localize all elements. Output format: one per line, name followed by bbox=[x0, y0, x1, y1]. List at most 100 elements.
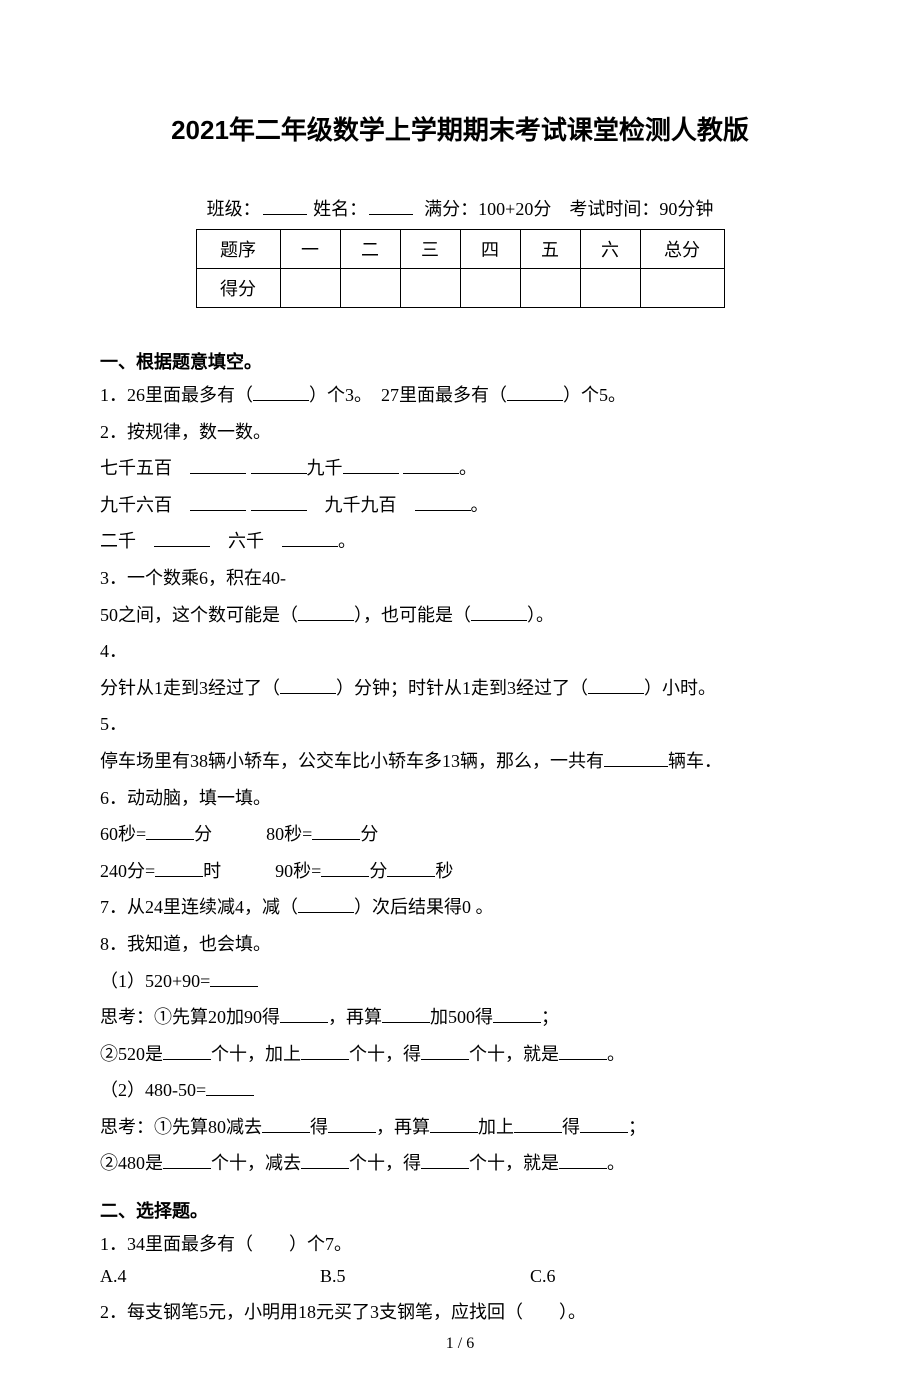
q8-1-a: （1）520+90= bbox=[100, 966, 820, 997]
t: ； bbox=[541, 1007, 559, 1027]
blank bbox=[493, 1005, 541, 1023]
th-1: 一 bbox=[280, 230, 340, 269]
q4-line: 分针从1走到3经过了（）分钟；时针从1走到3经过了（）小时。 bbox=[100, 673, 820, 704]
blank bbox=[471, 603, 527, 621]
blank bbox=[321, 859, 369, 877]
blank bbox=[301, 1042, 349, 1060]
td-empty bbox=[520, 269, 580, 308]
blank bbox=[280, 676, 336, 694]
t: 得 bbox=[310, 1117, 328, 1137]
blank bbox=[298, 895, 354, 913]
q2-l3-c: 。 bbox=[338, 531, 356, 551]
q6-head: 6．动动脑，填一填。 bbox=[100, 783, 820, 814]
blank bbox=[280, 1005, 328, 1023]
q2-l3-b: 六千 bbox=[210, 531, 282, 551]
td-empty bbox=[580, 269, 640, 308]
s2-q2: 2．每支钢笔5元，小明用18元买了3支钢笔，应找回（ ）。 bbox=[100, 1297, 820, 1328]
t: ； bbox=[628, 1117, 646, 1137]
q6-l1-a: 60秒= bbox=[100, 824, 146, 844]
blank bbox=[253, 383, 309, 401]
q3-d: ）。 bbox=[527, 605, 554, 625]
meta-line: 班级： 姓名： 满分：100+20分 考试时间：90分钟 bbox=[100, 195, 820, 221]
th-6: 六 bbox=[580, 230, 640, 269]
q6-l2-d: 秒 bbox=[435, 861, 453, 881]
q6-line2: 240分=时 90秒=分秒 bbox=[100, 856, 820, 887]
q2-l2-c: 。 bbox=[471, 495, 489, 515]
table-row: 题序 一 二 三 四 五 六 总分 bbox=[196, 230, 724, 269]
q8-1-l1: 思考：①先算20加90得，再算加500得； bbox=[100, 1002, 820, 1033]
blank bbox=[430, 1115, 478, 1133]
blank bbox=[328, 1115, 376, 1133]
blank bbox=[382, 1005, 430, 1023]
blank bbox=[190, 456, 246, 474]
table-row: 得分 bbox=[196, 269, 724, 308]
opt-c: C.6 bbox=[530, 1266, 556, 1287]
td-score-label: 得分 bbox=[196, 269, 280, 308]
blank bbox=[298, 603, 354, 621]
q2-l2-a: 九千六百 bbox=[100, 495, 190, 515]
q6-line1: 60秒=分 80秒=分 bbox=[100, 819, 820, 850]
q8-2-a: （2）480-50= bbox=[100, 1075, 820, 1106]
q4-label: 4． bbox=[100, 636, 820, 667]
opt-a: A.4 bbox=[100, 1266, 320, 1287]
q2-l2-b: 九千九百 bbox=[307, 495, 415, 515]
t: 个十，就是 bbox=[469, 1153, 559, 1173]
th-seq: 题序 bbox=[196, 230, 280, 269]
blank bbox=[604, 749, 668, 767]
blank bbox=[154, 529, 210, 547]
q3-line2: 50之间，这个数可能是（ ），也可能是（ ）。 bbox=[100, 600, 820, 631]
q8-2-l2: ②480是个十，减去个十，得个十，就是。 bbox=[100, 1148, 820, 1179]
t: 思考：①先算20加90得 bbox=[100, 1007, 280, 1027]
blank bbox=[262, 1115, 310, 1133]
q1-text-c: ）个5。 bbox=[563, 385, 626, 405]
t: 个十，就是 bbox=[469, 1044, 559, 1064]
t: ，再算 bbox=[328, 1007, 382, 1027]
q8-1-a-text: （1）520+90= bbox=[100, 971, 210, 991]
blank bbox=[343, 456, 399, 474]
blank bbox=[251, 493, 307, 511]
blank bbox=[507, 383, 563, 401]
s2-q1: 1．34里面最多有（ ）个7。 bbox=[100, 1229, 820, 1260]
q2-l1-a: 七千五百 bbox=[100, 458, 190, 478]
q2-l3-a: 二千 bbox=[100, 531, 154, 551]
t: 个十，减去 bbox=[211, 1153, 301, 1173]
q3-c: ），也可能是（ bbox=[354, 605, 471, 625]
blank bbox=[251, 456, 307, 474]
td-empty bbox=[640, 269, 724, 308]
td-empty bbox=[340, 269, 400, 308]
doc-title: 2021年二年级数学上学期期末考试课堂检测人教版 bbox=[100, 110, 820, 147]
blank bbox=[421, 1042, 469, 1060]
q8-2-l1: 思考：①先算80减去得，再算加上得； bbox=[100, 1112, 820, 1143]
blank bbox=[163, 1042, 211, 1060]
q5-line: 停车场里有38辆小轿车，公交车比小轿车多13辆，那么，一共有辆车． bbox=[100, 746, 820, 777]
t: 个十，得 bbox=[349, 1044, 421, 1064]
q3-b: 50之间，这个数可能是（ bbox=[100, 605, 298, 625]
class-label: 班级： bbox=[207, 199, 261, 219]
blank bbox=[190, 493, 246, 511]
blank bbox=[588, 676, 644, 694]
class-blank bbox=[263, 197, 307, 215]
q1-text-b: ）个3。 27里面最多有（ bbox=[309, 385, 507, 405]
blank bbox=[421, 1151, 469, 1169]
q6-l2-c: 分 bbox=[369, 861, 387, 881]
blank bbox=[387, 859, 435, 877]
q2-l1-b: 九千 bbox=[307, 458, 343, 478]
blank bbox=[580, 1115, 628, 1133]
t: 得 bbox=[562, 1117, 580, 1137]
t: 个十，得 bbox=[349, 1153, 421, 1173]
blank bbox=[415, 493, 471, 511]
blank bbox=[301, 1151, 349, 1169]
q7: 7．从24里连续减4，减（）次后结果得0 。 bbox=[100, 892, 820, 923]
q8-head: 8．我知道，也会填。 bbox=[100, 929, 820, 960]
t: ②520是 bbox=[100, 1044, 163, 1064]
blank bbox=[559, 1151, 607, 1169]
blank bbox=[210, 969, 258, 987]
q7-a: 7．从24里连续减4，减（ bbox=[100, 897, 298, 917]
t: 。 bbox=[607, 1044, 625, 1064]
td-empty bbox=[460, 269, 520, 308]
blank bbox=[155, 859, 203, 877]
t: 加上 bbox=[478, 1117, 514, 1137]
q4-b: ）分钟；时针从1走到3经过了（ bbox=[336, 678, 588, 698]
blank bbox=[163, 1151, 211, 1169]
q6-l2-b: 时 90秒= bbox=[203, 861, 321, 881]
